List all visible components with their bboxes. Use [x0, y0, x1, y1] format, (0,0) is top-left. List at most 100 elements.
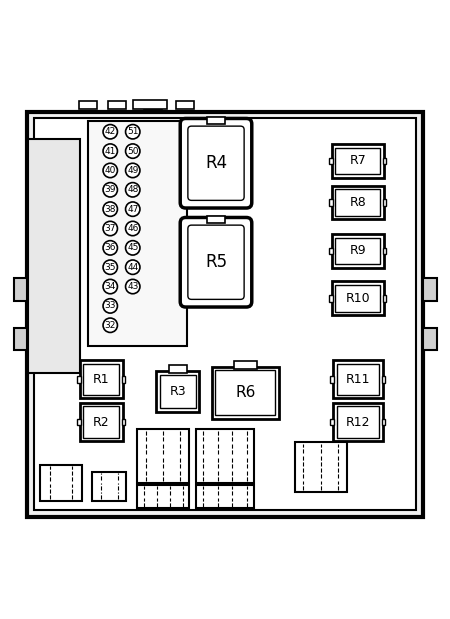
Bar — [108, 101, 126, 109]
Text: R7: R7 — [349, 155, 366, 168]
Bar — [382, 199, 387, 206]
Circle shape — [126, 260, 140, 274]
Circle shape — [126, 163, 140, 178]
Text: 51: 51 — [127, 128, 139, 136]
Bar — [77, 418, 81, 425]
Text: 49: 49 — [127, 166, 139, 175]
Bar — [382, 248, 387, 254]
Bar — [157, 371, 199, 412]
Bar — [122, 376, 125, 383]
Bar — [336, 238, 380, 264]
Bar — [27, 111, 423, 516]
Text: R4: R4 — [205, 154, 227, 172]
Text: 34: 34 — [104, 282, 116, 291]
FancyBboxPatch shape — [180, 118, 252, 208]
Circle shape — [103, 260, 117, 274]
Text: 40: 40 — [104, 166, 116, 175]
Circle shape — [103, 183, 117, 197]
Bar — [207, 117, 225, 124]
Bar — [215, 371, 275, 415]
Circle shape — [103, 222, 117, 236]
Text: 41: 41 — [104, 147, 116, 155]
Bar — [207, 216, 225, 223]
Bar — [333, 360, 382, 399]
Circle shape — [126, 279, 140, 294]
Text: 44: 44 — [127, 262, 139, 272]
Bar — [329, 199, 333, 206]
Text: 45: 45 — [127, 243, 139, 253]
Bar — [336, 285, 380, 311]
Text: 36: 36 — [104, 243, 116, 253]
Bar — [423, 327, 436, 350]
Bar — [160, 374, 196, 408]
Bar — [382, 158, 387, 165]
Bar — [196, 485, 254, 508]
FancyBboxPatch shape — [188, 126, 244, 201]
Bar — [79, 101, 97, 109]
Text: R5: R5 — [205, 253, 227, 271]
Bar — [137, 485, 189, 508]
Text: 47: 47 — [127, 205, 139, 214]
Circle shape — [103, 202, 117, 217]
Bar — [137, 429, 189, 483]
Circle shape — [103, 318, 117, 332]
Circle shape — [126, 222, 140, 236]
Text: R2: R2 — [93, 415, 109, 428]
Text: R3: R3 — [170, 385, 186, 398]
Bar — [84, 364, 119, 395]
Text: 38: 38 — [104, 205, 116, 214]
Bar — [84, 407, 119, 438]
FancyBboxPatch shape — [180, 217, 252, 307]
Circle shape — [103, 241, 117, 255]
Text: 42: 42 — [104, 128, 116, 136]
Text: 50: 50 — [127, 147, 139, 155]
Text: 43: 43 — [127, 282, 139, 291]
Text: R6: R6 — [235, 385, 256, 400]
Text: 48: 48 — [127, 185, 139, 194]
Bar — [336, 189, 380, 215]
Bar — [382, 418, 385, 425]
Text: R9: R9 — [350, 245, 366, 258]
Bar — [28, 139, 80, 373]
Bar — [382, 295, 387, 301]
Bar — [330, 418, 334, 425]
Bar — [337, 364, 379, 395]
Bar — [423, 278, 436, 300]
Circle shape — [103, 299, 117, 313]
Circle shape — [103, 124, 117, 139]
Bar — [14, 327, 27, 350]
Bar — [329, 248, 333, 254]
Circle shape — [126, 241, 140, 255]
Bar — [40, 465, 82, 501]
Bar — [332, 282, 383, 315]
Text: 33: 33 — [104, 301, 116, 310]
Circle shape — [103, 279, 117, 294]
Bar — [88, 121, 187, 345]
Text: 37: 37 — [104, 224, 116, 233]
Text: R1: R1 — [93, 373, 109, 386]
Bar — [196, 429, 254, 483]
Bar — [332, 144, 383, 178]
Text: 39: 39 — [104, 185, 116, 194]
Bar — [332, 186, 383, 219]
Bar — [77, 376, 81, 383]
Bar — [336, 148, 380, 175]
Bar — [330, 376, 334, 383]
Bar — [169, 365, 187, 373]
Bar — [122, 418, 125, 425]
Bar — [144, 101, 162, 109]
Bar — [332, 234, 383, 268]
Circle shape — [126, 202, 140, 217]
FancyBboxPatch shape — [188, 225, 244, 300]
Text: R11: R11 — [346, 373, 370, 386]
Bar — [212, 367, 279, 418]
Bar — [382, 376, 385, 383]
Bar — [329, 295, 333, 301]
Bar — [92, 472, 126, 501]
Circle shape — [103, 144, 117, 158]
Bar — [337, 407, 379, 438]
Bar — [234, 361, 256, 369]
Text: 32: 32 — [104, 321, 116, 330]
Circle shape — [126, 183, 140, 197]
Text: R12: R12 — [346, 415, 370, 428]
